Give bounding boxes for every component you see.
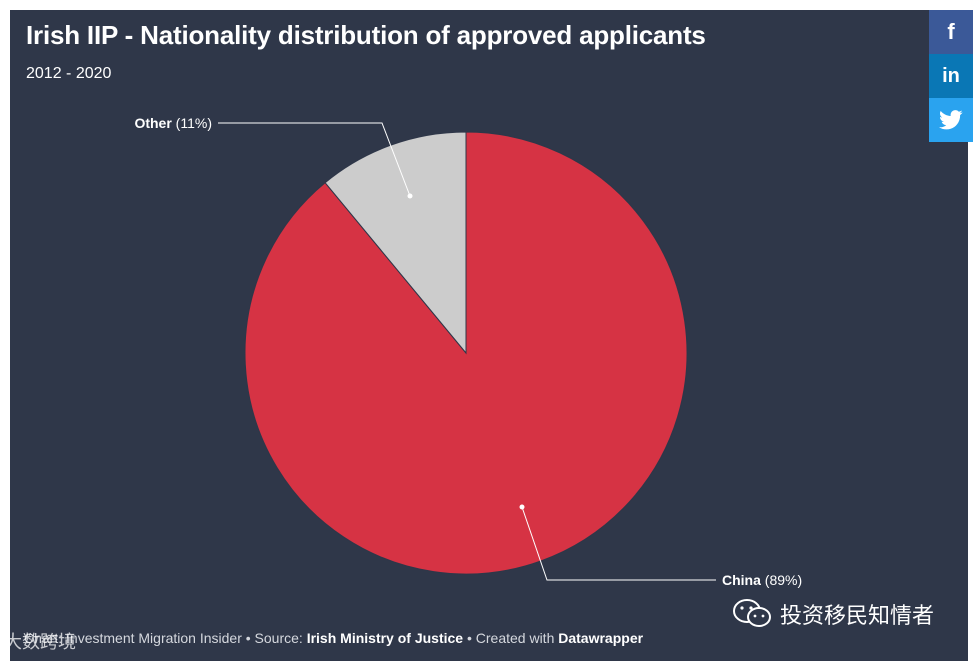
chart-title: Irish IIP - Nationality distribution of … (26, 20, 706, 50)
leader-line-china (521, 506, 716, 581)
left-watermark-text: 大数跨境 (4, 632, 76, 652)
slice-label-china: China (89%) (722, 572, 802, 588)
footer-created-prefix: • Created with (463, 630, 559, 646)
wechat-watermark-text: 投资移民知情者 (780, 603, 935, 628)
wechat-icon (733, 599, 771, 627)
footer-source[interactable]: Irish Ministry of Justice (306, 630, 464, 646)
twitter-share-button[interactable] (929, 98, 973, 142)
pie-slice-other[interactable] (324, 131, 467, 355)
linkedin-share-button[interactable]: in (929, 54, 973, 98)
footer-chart-prefix: Chart: (24, 630, 67, 646)
leader-dot-other (407, 193, 413, 199)
linkedin-icon: in (942, 64, 960, 87)
facebook-icon: f (947, 19, 955, 44)
pie-chart: China (89%) Other (11%) (134, 115, 802, 588)
slice-label-other: Other (11%) (134, 115, 212, 131)
footer-created-with[interactable]: Datawrapper (558, 630, 644, 646)
chart-card: Irish IIP - Nationality distribution of … (10, 10, 968, 661)
footer-source-prefix: • Source: (241, 630, 307, 646)
twitter-icon (939, 110, 963, 130)
left-watermark: 大数跨境 (4, 628, 76, 654)
chart-footer: Chart: Investment Migration Insider • So… (24, 630, 643, 646)
footer-chart-by: Investment Migration Insider (66, 630, 242, 646)
chart-subtitle: 2012 - 2020 (26, 65, 112, 82)
wechat-watermark: 投资移民知情者 (732, 598, 934, 630)
leader-dot-china (519, 504, 525, 510)
facebook-share-button[interactable]: f (929, 10, 973, 54)
leader-line-other (218, 122, 411, 197)
